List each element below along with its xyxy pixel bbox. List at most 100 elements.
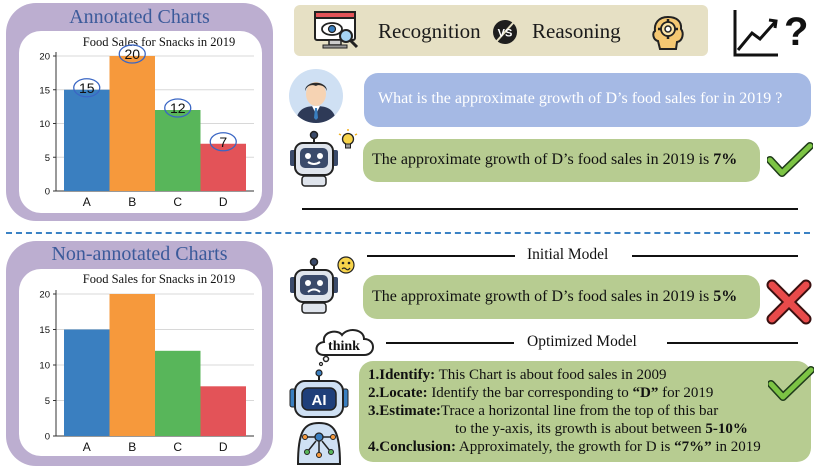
non-annotated-bar-chart: Food Sales for Snacks in 2019 0 5 10 15 20 A B C… (39, 272, 254, 454)
confused-face-icon (337, 256, 355, 274)
wrong-answer-value: 5% (713, 288, 738, 305)
locate-text: Identify the bar corresponding to (427, 385, 633, 401)
bar-b (109, 294, 155, 436)
optimized-model-label: Optimized Model (527, 333, 637, 350)
think-text: think (328, 339, 360, 354)
top-section-divider (302, 208, 798, 210)
conclusion-end: in 2019 (711, 439, 761, 455)
monitor-eye-icon (314, 11, 359, 49)
locate-label: 2.Locate: (368, 385, 428, 401)
data-label: 20 (124, 46, 140, 62)
question-text: What is the approximate growth of D’s fo… (378, 90, 783, 107)
check-icon (767, 142, 813, 177)
bar-d (200, 386, 246, 436)
annotation-ellipse (118, 44, 146, 64)
x-tick-label: B (128, 440, 136, 454)
correct-answer-bubble: The approximate growth of D’s food sales… (363, 139, 760, 182)
check-icon-optimized (768, 366, 814, 401)
estimate-step-continued: to the y-axis, its growth is about betwe… (455, 421, 748, 438)
initial-model-line-left (367, 255, 515, 257)
annotation-ellipse (164, 98, 192, 118)
reasoning-bubble: 1.Identify: This Chart is about food sal… (359, 361, 811, 462)
x-tick-label: D (219, 195, 228, 209)
annotation-ellipse (209, 132, 237, 152)
non-annotated-chart-area: Food Sales for Snacks in 2019 0 5 10 15 20 A B C… (19, 269, 262, 456)
reasoning-label: Reasoning (532, 19, 621, 43)
y-tick-label: 0 (45, 432, 50, 443)
bar-b (109, 56, 155, 191)
lightbulb-icon (338, 129, 358, 149)
x-tick-label: C (173, 195, 182, 209)
locate-step: 2.Locate: Identify the bar corresponding… (368, 385, 713, 402)
initial-model-line-right (632, 255, 798, 257)
locate-bold: “D” (632, 385, 659, 401)
y-tick-label: 5 (45, 153, 50, 164)
correct-answer-text: The approximate growth of D’s food sales… (372, 151, 737, 169)
x-tick-label: A (83, 440, 91, 454)
estimate-text-1: Trace a horizontal line from the top of … (440, 403, 719, 419)
bar-c (155, 350, 201, 436)
estimate-label: 3.Estimate: (368, 403, 441, 419)
trend-question-icon: ? (733, 10, 808, 57)
y-tick-label: 10 (39, 361, 50, 372)
recognition-reasoning-header: Recognition VS Reasoning (294, 5, 708, 56)
user-avatar (289, 69, 343, 123)
wrong-answer-text: The approximate growth of D’s food sales… (372, 288, 737, 306)
x-tick-label: B (128, 195, 136, 209)
non-annotated-charts-title: Non-annotated Charts (51, 243, 228, 265)
y-tick-label: 15 (39, 85, 50, 96)
x-tick-label: C (173, 440, 182, 454)
annotation-ellipse (73, 78, 101, 98)
data-label: 7 (219, 134, 227, 150)
data-label: 15 (79, 80, 95, 96)
wrong-answer-bubble: The approximate growth of D’s food sales… (363, 275, 760, 319)
annotated-bar-chart: Food Sales for Snacks in 2019 0 5 10 15 20 A 15… (39, 35, 254, 209)
y-tick-label: 10 (39, 119, 50, 130)
chart-title: Food Sales for Snacks in 2019 (83, 35, 235, 49)
brain-gear-icon (652, 15, 684, 50)
question-bubble: What is the approximate growth of D’s fo… (364, 73, 811, 127)
annotated-charts-title: Annotated Charts (69, 6, 210, 28)
bar-a (64, 89, 110, 191)
ai-robot-icon: AI (289, 369, 349, 465)
non-annotated-charts-panel: Non-annotated Charts Food Sales for Snac… (6, 241, 273, 466)
y-tick-label: 20 (39, 52, 50, 63)
robot-happy-icon (290, 129, 358, 187)
bar-a (64, 329, 110, 436)
y-tick-label: 0 (45, 187, 50, 198)
bar-c (155, 110, 201, 191)
x-tick-label: D (219, 440, 228, 454)
cross-icon (766, 279, 812, 325)
conclusion-step: 4.Conclusion: Approximately, the growth … (368, 439, 761, 456)
conclusion-label: 4.Conclusion: (368, 439, 456, 455)
recognition-label: Recognition (378, 19, 481, 43)
x-tick-label: A (83, 195, 91, 209)
annotated-chart-area: Food Sales for Snacks in 2019 0 5 10 15 20 A 15… (19, 31, 262, 213)
question-mark-icon: ? (784, 10, 808, 54)
optimized-model-line-right (667, 342, 798, 344)
y-tick-label: 15 (39, 325, 50, 336)
section-dashed-separator (6, 232, 810, 234)
estimate-step: 3.Estimate:Trace a horizontal line from … (368, 403, 718, 420)
robot-confused-icon (290, 256, 355, 314)
ai-text: AI (312, 392, 327, 409)
annotated-charts-panel: Annotated Charts Food Sales for Snacks i… (6, 3, 273, 221)
correct-answer-value: 7% (713, 151, 738, 168)
estimate-bold: 5-10% (705, 421, 748, 437)
locate-end: for 2019 (658, 385, 714, 401)
vs-text: VS (498, 28, 513, 40)
correct-answer-prefix: The approximate growth of D’s food sales… (372, 151, 714, 168)
conclusion-bold: “7%” (674, 439, 712, 455)
think-cloud-icon: think (315, 329, 374, 367)
identify-text: This Chart is about food sales in 2009 (435, 367, 667, 383)
wrong-answer-prefix: The approximate growth of D’s food sales… (372, 288, 714, 305)
identify-step: 1.Identify: This Chart is about food sal… (368, 367, 666, 384)
identify-label: 1.Identify: (368, 367, 436, 383)
y-tick-label: 5 (45, 396, 50, 407)
initial-model-label: Initial Model (527, 246, 609, 263)
data-label: 12 (170, 100, 186, 116)
y-tick-label: 20 (39, 290, 50, 301)
conclusion-text: Approximately, the growth for D is (455, 439, 675, 455)
estimate-text-2: to the y-axis, its growth is about betwe… (455, 421, 706, 437)
bar-d (200, 143, 246, 191)
